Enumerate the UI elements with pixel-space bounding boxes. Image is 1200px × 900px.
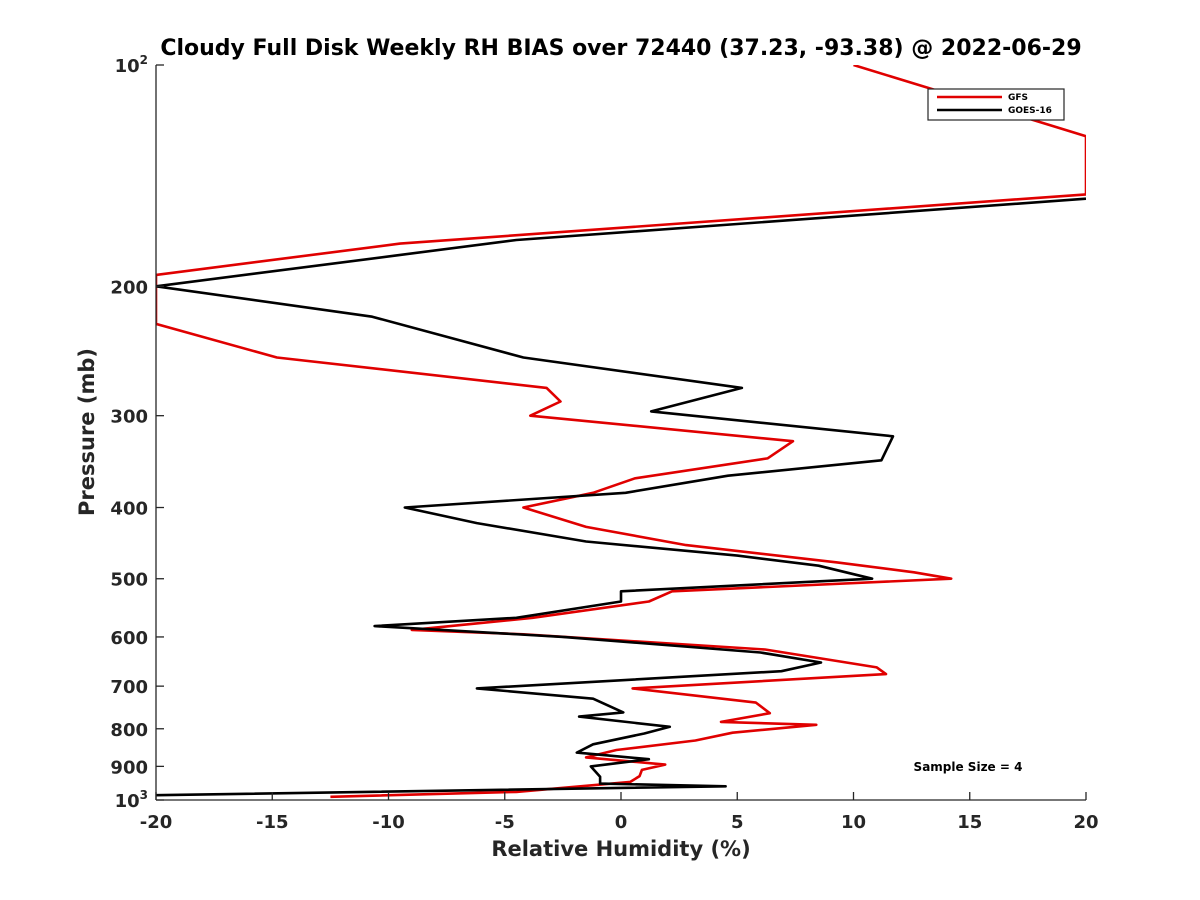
y-tick-label: 102 xyxy=(115,53,148,77)
axes xyxy=(155,65,1086,801)
sample-size-annotation: Sample Size = 4 xyxy=(914,760,1023,774)
x-ticks: -20 -15 -10 -5 0 5 10 15 20 xyxy=(140,792,1099,833)
x-tick-label: 5 xyxy=(731,812,744,833)
legend-label-gfs: GFS xyxy=(1008,93,1028,103)
y-tick-label: 800 xyxy=(110,720,148,741)
x-tick-label: 0 xyxy=(615,812,628,833)
x-tick-label: -15 xyxy=(256,812,289,833)
x-tick-label: -20 xyxy=(140,812,173,833)
chart-title: Cloudy Full Disk Weekly RH BIAS over 724… xyxy=(160,36,1081,61)
y-tick-label: 103 xyxy=(115,788,148,812)
y-tick-label: 500 xyxy=(110,570,148,591)
series-area xyxy=(156,65,1086,799)
y-tick-label: 600 xyxy=(110,628,148,649)
x-tick-label: -10 xyxy=(372,812,405,833)
x-tick-label: 10 xyxy=(841,812,866,833)
series-line-gfs xyxy=(156,65,1086,799)
y-tick-label: 300 xyxy=(110,407,148,428)
x-tick-label: 20 xyxy=(1073,812,1098,833)
x-axis-label: Relative Humidity (%) xyxy=(491,837,750,861)
series-line-goes16 xyxy=(156,197,1086,797)
x-tick-label: 15 xyxy=(957,812,982,833)
y-axis-label: Pressure (mb) xyxy=(75,348,99,516)
legend-box xyxy=(927,88,1065,121)
y-ticks: 102 200 300 400 500 600 700 800 900 103 xyxy=(110,53,164,812)
y-tick-label: 400 xyxy=(110,499,148,520)
y-tick-label: 200 xyxy=(110,277,148,298)
legend-label-goes16: GOES-16 xyxy=(1008,106,1052,116)
x-tick-label: -5 xyxy=(495,812,515,833)
y-tick-label: 700 xyxy=(110,677,148,698)
legend: GFS GOES-16 xyxy=(927,88,1065,121)
y-tick-label: 900 xyxy=(110,757,148,778)
